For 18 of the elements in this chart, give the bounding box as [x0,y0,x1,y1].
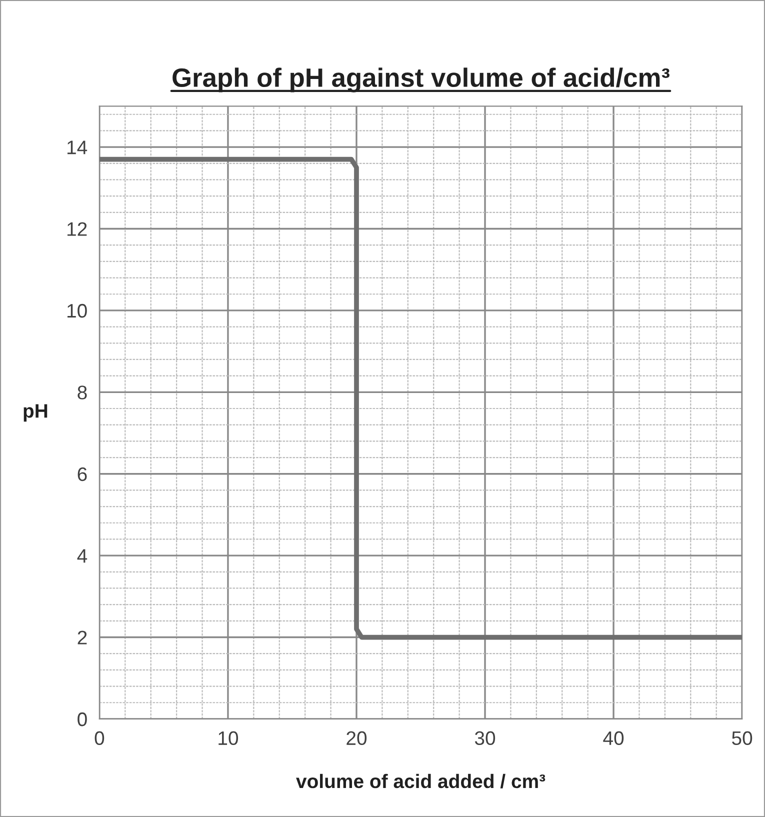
x-tick-label: 40 [603,731,624,746]
x-tick-label: 20 [346,731,367,746]
y-tick-label: 12 [68,222,87,236]
x-tick-label: 0 [94,731,104,746]
x-tick-label: 10 [218,731,238,746]
y-tick-label: 14 [68,140,88,154]
y-tick-label: 0 [78,712,87,726]
y-tick-label: 8 [78,386,87,400]
y-axis-title: pH [24,404,48,422]
y-tick-label: 6 [78,467,87,482]
chart-title: Graph of pH against volume of acid/cm³ [172,68,670,92]
x-tick-label: 30 [474,731,496,746]
y-tick-label: 4 [77,549,88,563]
x-tick-label: 50 [732,731,752,746]
y-tick-label: 2 [78,630,87,644]
x-axis-title: volume of acid added / cm³ [296,774,546,788]
y-tick-label: 10 [68,304,87,318]
line-series [99,156,742,640]
